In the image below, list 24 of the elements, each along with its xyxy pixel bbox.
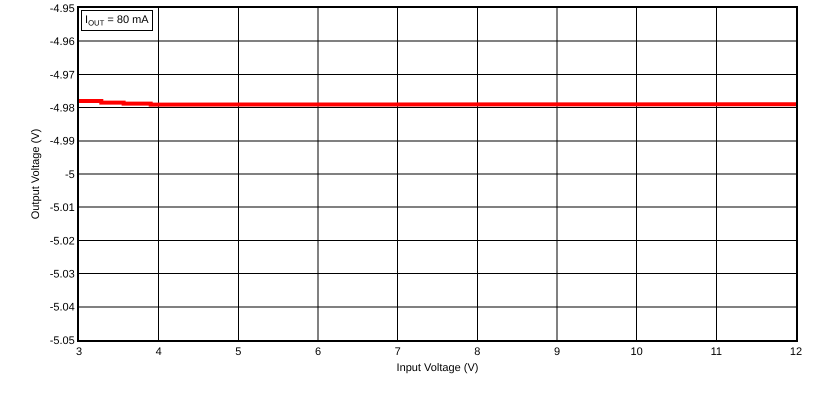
x-axis-title: Input Voltage (V) [396, 362, 478, 374]
y-tick-label: -4.95 [50, 2, 75, 15]
x-tick-label: 9 [554, 346, 560, 358]
y-tick-label: -4.97 [50, 69, 75, 82]
annotation: I$_{OUT}$ = 80 mA [85, 14, 150, 28]
x-tick-label: 10 [630, 346, 643, 358]
x-tick-label: 12 [790, 346, 802, 358]
x-tick-label: 7 [394, 346, 401, 358]
y-tick-label: -5.05 [50, 334, 75, 347]
x-tick-label: 5 [235, 346, 242, 358]
y-axis-title: Output Voltage (V) [30, 128, 42, 220]
y-tick-label: -5.03 [50, 268, 75, 280]
y-tick-label: -5.04 [50, 302, 75, 314]
x-tick-label: 3 [76, 346, 82, 358]
x-tick-label: 6 [314, 346, 322, 358]
x-tick-label: 8 [474, 346, 480, 358]
y-tick-label: -5.01 [50, 202, 75, 214]
y-tick-label: -5 [65, 168, 75, 181]
y-tick-label: -5.02 [50, 235, 75, 248]
x-tick-label: 11 [710, 346, 722, 358]
y-tick-label: -4.99 [50, 136, 75, 148]
y-tick-label: -4.98 [50, 102, 75, 114]
y-tick-label: -4.96 [50, 36, 75, 48]
x-tick-label: 4 [156, 346, 162, 358]
